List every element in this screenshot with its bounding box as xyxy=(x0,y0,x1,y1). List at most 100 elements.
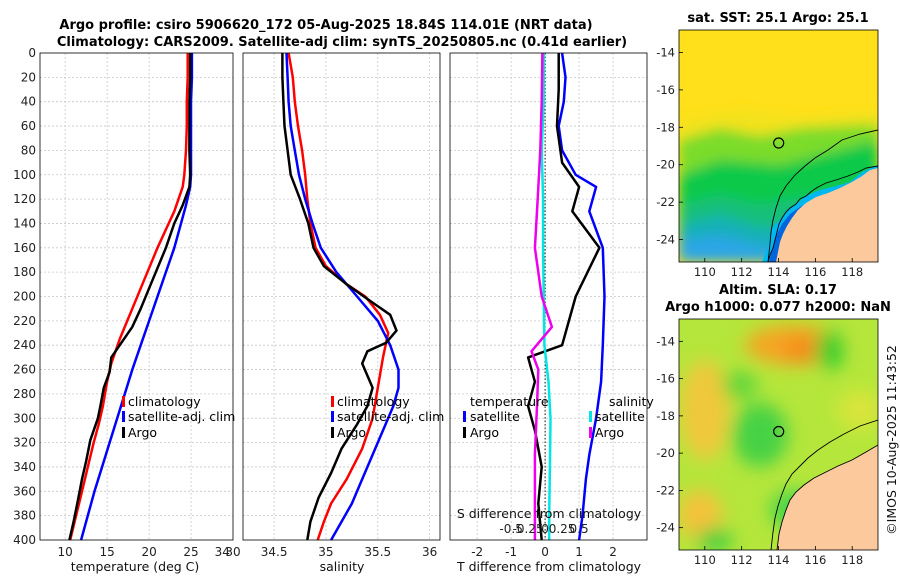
map-x-tick-label: 112 xyxy=(731,553,753,567)
y-tick-label: 180 xyxy=(13,265,36,279)
sst-isobath xyxy=(767,129,878,262)
map-y-tick-label: -24 xyxy=(656,233,675,247)
plot-frame xyxy=(242,52,441,541)
legend-label: Argo xyxy=(337,425,366,440)
x-tick-label: -1 xyxy=(505,545,517,559)
y-tick-label: 260 xyxy=(13,363,36,377)
sst-map-title: sat. SST: 25.1 Argo: 25.1 xyxy=(687,11,868,26)
argo-float-marker xyxy=(773,137,785,149)
s-tick-label: -0.5 xyxy=(499,522,522,536)
map-y-tick-label: -24 xyxy=(656,521,675,535)
sst-map-axes: 110 112 114 116 118 -14 -16 -18 -20 -22 -24 xyxy=(656,45,863,279)
map-x-tick-label: 116 xyxy=(804,553,826,567)
legend-swatch-climatology xyxy=(122,396,125,407)
y-tick-label: 320 xyxy=(13,436,36,450)
land xyxy=(776,168,878,262)
x-tick-label: 36 xyxy=(422,545,437,559)
sla-map-title-line1: Altim. SLA: 0.17 xyxy=(719,283,837,298)
legend-label: climatology xyxy=(128,394,201,409)
temperature-legend: climatology satellite-adj. clim Argo xyxy=(122,394,235,440)
legend-swatch-argo xyxy=(122,427,125,438)
plot-frame xyxy=(39,52,234,541)
y-tick-label: 80 xyxy=(21,143,36,157)
argo-float-marker xyxy=(773,425,785,438)
x-tick-label: 20 xyxy=(141,545,156,559)
s-tick-label: -0.25 xyxy=(513,522,544,536)
y-tick-label: 160 xyxy=(13,241,36,255)
difference-legend: temperature satellite Argo salinity sate… xyxy=(463,394,654,440)
map-y-tick-label: -18 xyxy=(656,409,675,423)
y-tick-label: 60 xyxy=(21,119,36,133)
difference-panel: -2 -1 0 1 2-0.5-0.250 0.250.5 xyxy=(449,52,648,559)
legend-title-salinity: salinity xyxy=(609,394,654,409)
map-x-tick-label: 110 xyxy=(694,265,716,279)
x-tick-label: 35.5 xyxy=(364,545,391,559)
x-tick-label: 0 xyxy=(541,545,549,559)
y-tick-label: 40 xyxy=(21,95,36,109)
sla-map-title-line2: Argo h1000: 0.077 h2000: NaN xyxy=(665,300,891,315)
sla-map-axes: 110 112 114 116 118 -14 -16 -18 -20 -22 -24 xyxy=(656,334,863,567)
map-y-tick-label: -20 xyxy=(656,446,675,460)
legend-swatch-climatology xyxy=(331,396,334,407)
y-tick-label: 380 xyxy=(13,509,36,523)
sla-map: 110 112 114 116 118 -14 -16 -18 -20 -22 -24 xyxy=(656,318,879,567)
map-y-tick-label: -18 xyxy=(656,120,675,134)
map-x-tick-label: 118 xyxy=(841,553,863,567)
sla-high-core xyxy=(783,338,827,362)
series-temperature-argo xyxy=(526,53,601,541)
legend-label: satellite-adj. clim xyxy=(337,409,444,424)
y-tick-label: 0 xyxy=(28,46,36,60)
legend-swatch-satellite xyxy=(122,411,125,422)
map-y-tick-label: -14 xyxy=(656,334,675,348)
sla-high-west xyxy=(680,360,730,460)
sst-map: 110 112 114 116 118 -14 -16 -18 -20 -22 -24 xyxy=(656,29,879,279)
y-tick-label: 280 xyxy=(13,387,36,401)
y-tick-label: 200 xyxy=(13,290,36,304)
series-argo xyxy=(281,53,398,541)
series-climatology xyxy=(68,53,189,541)
plot-frame xyxy=(449,52,648,541)
y-tick-label: 100 xyxy=(13,168,36,182)
legend-swatch-argo xyxy=(331,427,334,438)
s-tick-label: 0 xyxy=(541,522,549,536)
x-tick-label: 25 xyxy=(183,545,198,559)
sla-mid-east xyxy=(838,390,878,430)
map-x-tick-label: 116 xyxy=(804,265,826,279)
sla-low-central xyxy=(732,403,788,467)
legend-swatch-s-satellite xyxy=(589,411,592,422)
map-y-tick-label: -16 xyxy=(656,83,675,97)
sla-low-south xyxy=(697,528,733,550)
map-x-tick-label: 112 xyxy=(731,265,753,279)
x-tick-label: 10 xyxy=(58,545,73,559)
legend-label: Argo xyxy=(595,425,624,440)
map-x-tick-label: 118 xyxy=(841,265,863,279)
sla-coastline xyxy=(776,444,878,550)
footer-stamp: ©IMOS 10-Aug-2025 11:43:52 xyxy=(884,345,899,535)
series-salinity-argo xyxy=(530,52,554,540)
legend-label: Argo xyxy=(128,425,157,440)
legend-swatch-t-argo xyxy=(463,427,466,438)
y-tick-label: 360 xyxy=(13,484,36,498)
x-tick-label: 34.5 xyxy=(261,545,288,559)
chart-title-line2: Climatology: CARS2009. Satellite-adj cli… xyxy=(57,35,627,50)
sla-high-southwest xyxy=(679,490,722,540)
map-x-tick-label: 114 xyxy=(768,553,790,567)
sst-shelf-contour xyxy=(767,165,878,262)
y-tick-label: 20 xyxy=(21,70,36,84)
map-y-tick-label: -22 xyxy=(656,195,675,209)
tdiff-xlabel: T difference from climatology xyxy=(456,559,642,574)
legend-label: Argo xyxy=(470,425,499,440)
map-y-tick-label: -22 xyxy=(656,483,675,497)
legend-label: satellite xyxy=(470,409,520,424)
s-tick-label: 0.25 xyxy=(549,522,576,536)
sdiff-xlabel: S difference from climatology xyxy=(457,506,642,521)
temperature-xlabel: temperature (deg C) xyxy=(71,559,200,574)
sla-isobath xyxy=(770,419,878,550)
temperature-panel: 10 15 20 25 30020406080100120140160180200220… xyxy=(13,46,241,559)
series-temperature-satellite xyxy=(557,52,606,541)
x-tick-label: 15 xyxy=(99,545,114,559)
x-tick-label: -2 xyxy=(471,545,483,559)
sla-low-north xyxy=(722,371,758,399)
salinity-xlabel: salinity xyxy=(320,559,365,574)
